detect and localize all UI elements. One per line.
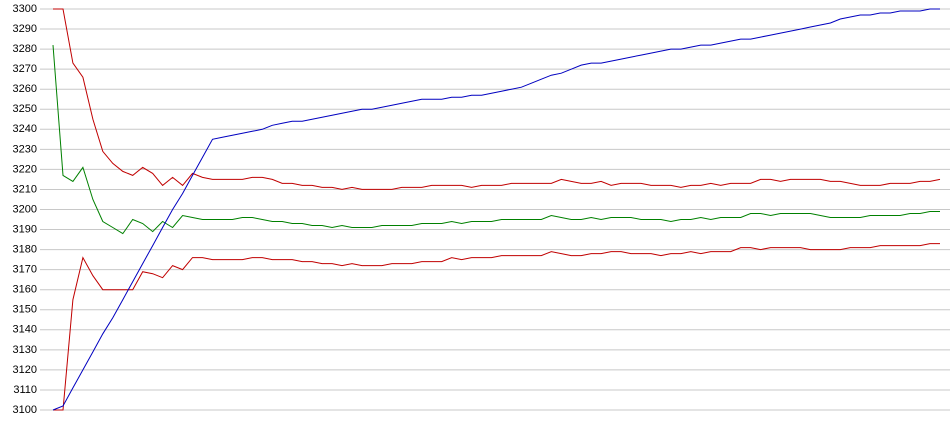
y-tick-label: 3130 <box>13 344 37 356</box>
series-line <box>53 243 940 411</box>
y-tick-label: 3150 <box>13 304 37 316</box>
y-tick-label: 3120 <box>13 364 37 376</box>
y-tick-label: 3260 <box>13 83 37 95</box>
y-tick-label: 3190 <box>13 223 37 235</box>
y-tick-label: 3100 <box>13 404 37 416</box>
y-tick-label: 3240 <box>13 123 37 135</box>
series-line <box>52 45 940 235</box>
y-tick-label: 3250 <box>13 103 37 115</box>
y-tick-label: 3200 <box>13 203 37 215</box>
y-tick-label: 3210 <box>13 183 37 195</box>
y-tick-label: 3170 <box>13 264 37 276</box>
series-line <box>53 8 941 190</box>
series-line <box>52 8 940 411</box>
y-tick-label: 3110 <box>13 384 37 396</box>
y-tick-label: 3300 <box>13 3 37 15</box>
y-tick-label: 3290 <box>13 23 37 35</box>
y-tick-label: 3230 <box>13 143 37 155</box>
y-tick-label: 3140 <box>13 324 37 336</box>
y-tick-label: 3180 <box>13 244 37 256</box>
y-tick-label: 3280 <box>13 43 37 55</box>
y-tick-label: 3160 <box>13 284 37 296</box>
y-tick-label: 3270 <box>13 63 37 75</box>
y-tick-label: 3220 <box>13 163 37 175</box>
